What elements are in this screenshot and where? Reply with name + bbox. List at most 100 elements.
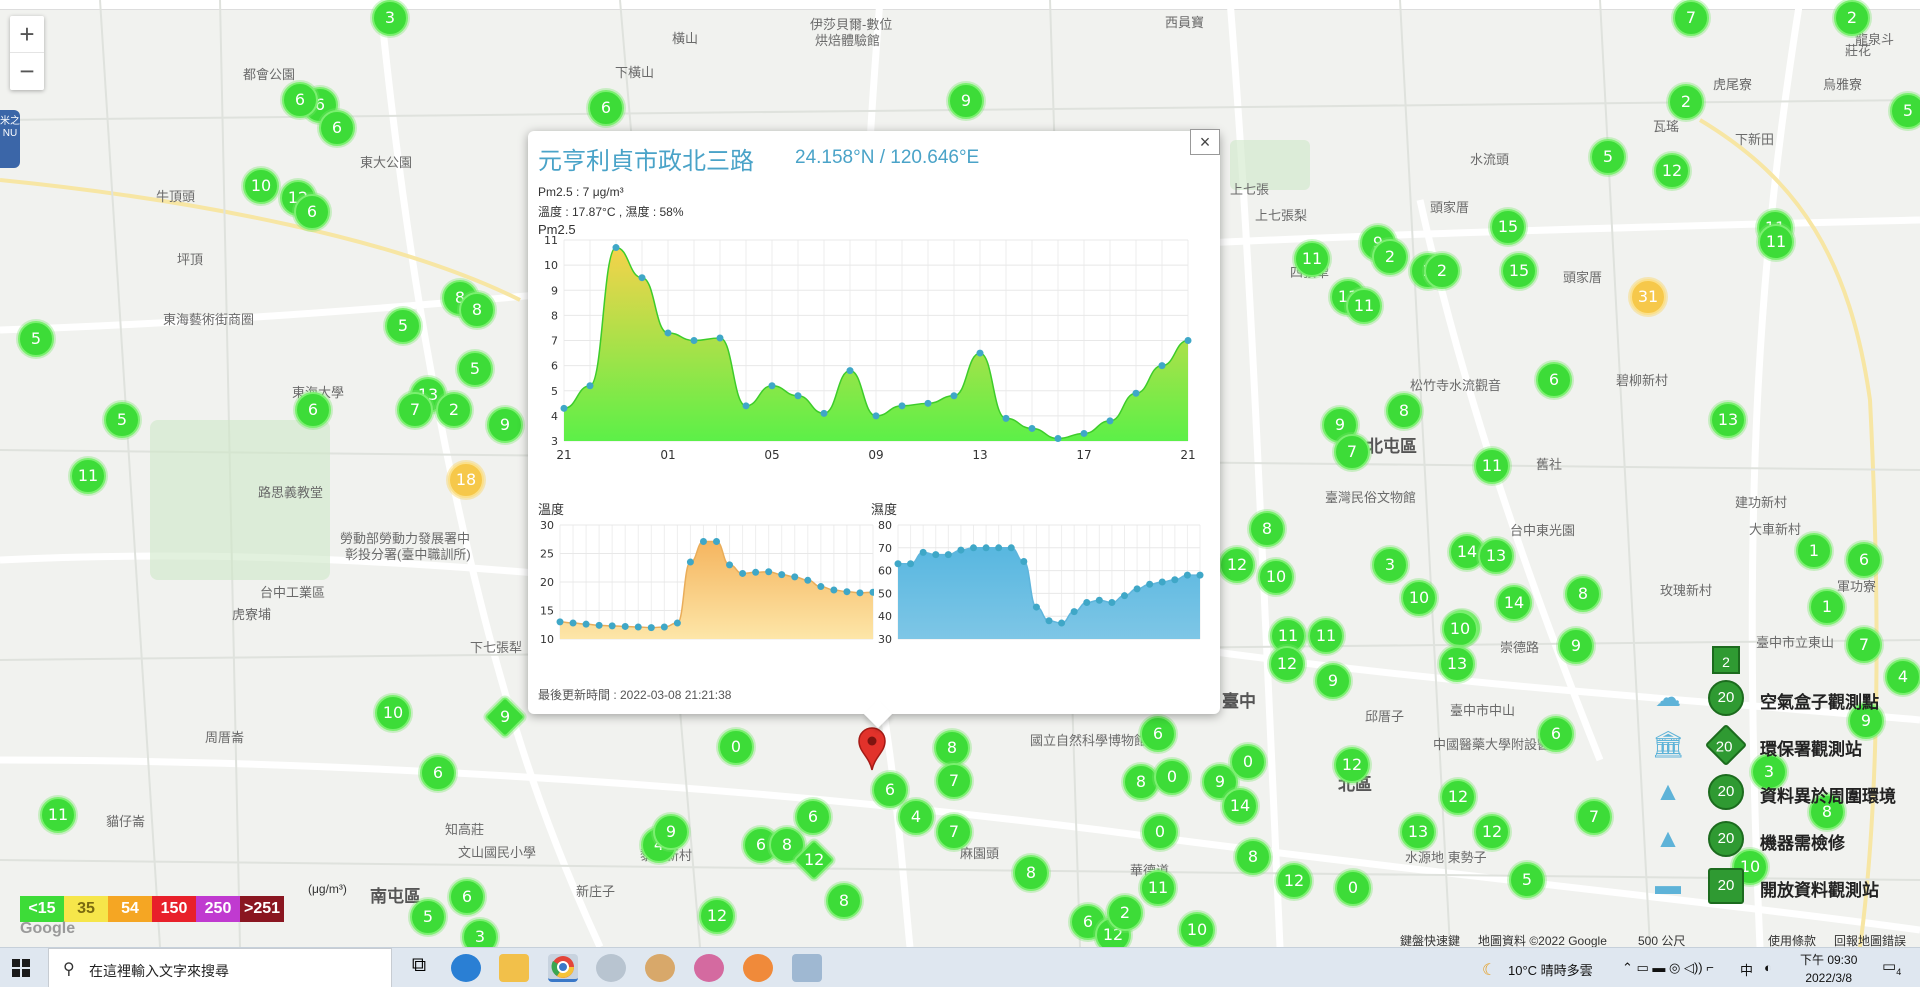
chrome-icon[interactable] — [548, 954, 578, 982]
sensor-marker[interactable]: 6 — [1140, 716, 1176, 752]
sensor-marker[interactable]: 14 — [1222, 788, 1258, 824]
blender-icon[interactable] — [743, 954, 773, 982]
sensor-marker[interactable]: 2 — [1107, 895, 1143, 931]
location-pin-icon[interactable] — [857, 726, 887, 772]
windows-start-icon[interactable] — [12, 959, 30, 977]
sensor-marker[interactable]: 6 — [319, 110, 355, 146]
sensor-marker[interactable]: 5 — [18, 321, 54, 357]
sensor-marker[interactable]: 3 — [1751, 754, 1787, 790]
sensor-marker[interactable]: 9 — [1848, 703, 1884, 739]
sensor-marker[interactable]: 1 — [1796, 533, 1832, 569]
sensor-marker[interactable]: 0 — [1142, 814, 1178, 850]
taskbar-search[interactable]: ⚲ 在這裡輸入文字來搜尋 — [48, 948, 392, 987]
sensor-marker[interactable]: 6 — [420, 755, 456, 791]
sensor-marker[interactable]: 13 — [1400, 814, 1436, 850]
zoom-in-button[interactable]: + — [10, 16, 44, 53]
sensor-marker[interactable]: 12 — [1334, 747, 1370, 783]
legend-row[interactable]: ▲ 20 機器需檢修 — [1650, 817, 1920, 864]
sensor-marker[interactable]: 7 — [936, 763, 972, 799]
taskbar-weather[interactable]: 10°C 晴時多雲 — [1508, 963, 1593, 978]
sensor-marker[interactable]: 7 — [1576, 799, 1612, 835]
sensor-marker[interactable]: 7 — [936, 814, 972, 850]
sensor-marker[interactable]: 10 — [1442, 611, 1478, 647]
sensor-marker[interactable]: 3 — [1372, 547, 1408, 583]
sensor-marker[interactable]: 6 — [1846, 542, 1882, 578]
sensor-marker[interactable]: 2 — [1834, 0, 1870, 36]
sensor-marker[interactable]: 6 — [1538, 716, 1574, 752]
sensor-marker[interactable]: 7 — [1846, 627, 1882, 663]
sensor-marker[interactable]: 6 — [588, 90, 624, 126]
sensor-marker[interactable]: 2 — [1424, 253, 1460, 289]
sensor-marker[interactable]: 9 — [653, 814, 689, 850]
sensor-marker[interactable]: 10 — [243, 168, 279, 204]
sensor-marker[interactable]: 2 — [1668, 84, 1704, 120]
keyboard-shortcuts-link[interactable]: 鍵盤快速鍵 — [1400, 934, 1461, 947]
sensor-marker[interactable]: 11 — [70, 458, 106, 494]
sensor-marker[interactable]: 4 — [1885, 659, 1920, 695]
sensor-marker[interactable]: 10 — [375, 695, 411, 731]
map-canvas[interactable]: 西員寶 伊莎貝爾-數位 烘焙體驗館 橫山 下橫山 都會公園 東大公園 牛頂頭 坪頂 東海藝術街商圈… — [0, 0, 1920, 947]
sensor-marker[interactable]: 13 — [1439, 646, 1475, 682]
sensor-marker[interactable]: 3 — [462, 919, 498, 947]
app-icon-gauge[interactable] — [596, 954, 626, 982]
sensor-marker[interactable]: 4 — [898, 799, 934, 835]
sensor-marker[interactable]: 8 — [1123, 764, 1159, 800]
sensor-marker[interactable]: 6 — [872, 772, 908, 808]
sensor-marker[interactable]: 5 — [104, 402, 140, 438]
app-icon-animal[interactable] — [645, 954, 675, 982]
sensor-marker[interactable]: 13 — [1710, 402, 1746, 438]
legend-row[interactable]: ▲ 20 資料異於周圍環境 — [1650, 770, 1920, 817]
sensor-marker[interactable]: 15 — [1490, 209, 1526, 245]
sensor-marker[interactable]: 12 — [1269, 646, 1305, 682]
sensor-marker[interactable]: 12 — [1440, 779, 1476, 815]
sensor-marker[interactable]: 13 — [1478, 538, 1514, 574]
popup-close-button[interactable]: × — [1190, 129, 1220, 155]
sensor-marker[interactable]: 9 — [1558, 628, 1594, 664]
sensor-marker[interactable]: 8 — [826, 883, 862, 919]
sensor-marker[interactable]: 11 — [40, 797, 76, 833]
sensor-marker[interactable]: 11 — [1758, 224, 1794, 260]
sensor-marker[interactable]: 6 — [295, 392, 331, 428]
sensor-marker[interactable]: 0 — [1335, 870, 1371, 906]
sensor-marker[interactable]: 10 — [1732, 849, 1768, 885]
sensor-marker[interactable]: 2 — [1372, 239, 1408, 275]
sensor-marker[interactable]: 5 — [1890, 93, 1920, 129]
sensor-marker[interactable]: 9 — [487, 407, 523, 443]
sensor-marker[interactable]: 0 — [1230, 744, 1266, 780]
sensor-marker[interactable]: 7 — [1673, 0, 1709, 36]
edge-icon[interactable] — [451, 954, 481, 982]
sensor-marker[interactable]: 9 — [948, 83, 984, 119]
sensor-marker[interactable]: 12 — [1219, 547, 1255, 583]
sensor-marker[interactable]: 6 — [294, 194, 330, 230]
sensor-marker[interactable]: 0 — [718, 729, 754, 765]
sensor-marker[interactable]: 6 — [1536, 362, 1572, 398]
ime-mode-icon[interactable]: ◐ — [1764, 960, 1772, 975]
sensor-marker[interactable]: 7 — [397, 392, 433, 428]
sensor-marker[interactable]: 1 — [1809, 589, 1845, 625]
legend-row[interactable]: ▬ 20 開放資料觀測站 — [1650, 864, 1920, 911]
ime-indicator[interactable]: 中 — [1740, 963, 1754, 978]
sensor-marker[interactable]: 3 — [372, 0, 408, 36]
sensor-marker[interactable]: 6 — [282, 82, 318, 118]
sensor-marker[interactable]: 5 — [410, 899, 446, 935]
legend-row[interactable]: ☁ 20 空氣盒子觀測點 — [1650, 676, 1920, 723]
legend-row[interactable]: 🏛 20 環保署觀測站 — [1650, 723, 1920, 770]
sensor-marker[interactable]: 6 — [449, 879, 485, 915]
sensor-marker[interactable]: 6 — [795, 799, 831, 835]
sensor-marker[interactable]: 8 — [934, 730, 970, 766]
sensor-marker[interactable]: 11 — [1294, 241, 1330, 277]
taskbar-clock[interactable]: 下午 09:30 2022/3/8 — [1800, 951, 1857, 985]
system-tray-icons[interactable]: ⌃ ▭ ▬ ◎ ◁)) ⌐ — [1622, 960, 1714, 975]
sensor-marker[interactable]: 7 — [1334, 434, 1370, 470]
sensor-marker[interactable]: 12 — [1654, 153, 1690, 189]
sensor-marker[interactable]: 14 — [1496, 585, 1532, 621]
sensor-marker[interactable]: 8 — [1249, 511, 1285, 547]
sensor-marker[interactable]: 11 — [1308, 618, 1344, 654]
map-scale-label[interactable]: 500 公尺 — [1638, 934, 1686, 947]
task-view-icon[interactable]: ⧉ — [411, 954, 427, 976]
sensor-marker[interactable]: 5 — [457, 351, 493, 387]
sensor-marker[interactable]: 2 — [436, 392, 472, 428]
sensor-marker[interactable]: 8 — [1565, 576, 1601, 612]
sensor-marker[interactable]: 5 — [1590, 139, 1626, 175]
notification-icon[interactable]: ▭4 — [1882, 958, 1902, 977]
